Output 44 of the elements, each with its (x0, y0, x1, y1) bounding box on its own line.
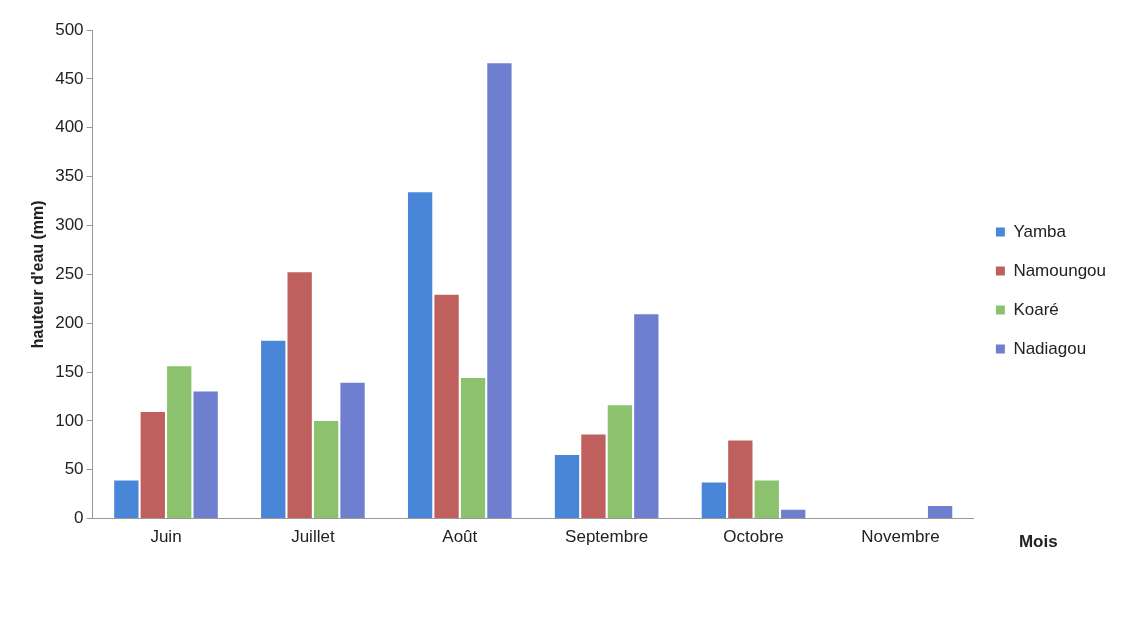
bar (193, 391, 218, 519)
bar (434, 294, 459, 519)
y-tick-label: 150 (55, 361, 84, 381)
x-tick-label: Août (442, 527, 478, 547)
bar (313, 420, 339, 519)
bar (701, 482, 727, 519)
x-tick-label: Novembre (861, 527, 940, 547)
x-tick-label: Octobre (723, 527, 784, 547)
legend-label: Koaré (1013, 299, 1059, 319)
y-tick-label: 300 (55, 215, 84, 235)
x-tick-label: Juillet (291, 527, 335, 547)
legend-label: Namoungou (1013, 260, 1106, 280)
bar (634, 314, 659, 519)
y-tick-label: 500 (55, 19, 84, 39)
bar (581, 434, 606, 519)
bar (487, 63, 512, 519)
bar (287, 272, 312, 519)
x-tick-label: Juin (150, 527, 182, 547)
bar (167, 366, 192, 519)
legend-label: Yamba (1013, 221, 1067, 241)
x-axis-title: Mois (1018, 532, 1058, 552)
bar (728, 440, 753, 519)
y-tick-label: 250 (55, 263, 84, 283)
bar (460, 377, 486, 519)
bar (340, 382, 365, 519)
bar (927, 505, 953, 519)
bar (607, 405, 633, 519)
y-axis-title: hauteur d'eau (mm) (29, 200, 47, 349)
legend-label: Nadiagou (1013, 338, 1087, 358)
bar (407, 192, 433, 519)
bar (114, 480, 139, 519)
y-tick-label: 350 (55, 166, 84, 186)
y-tick-label: 50 (64, 459, 84, 479)
y-tick-label: 200 (55, 312, 84, 332)
bar (754, 480, 779, 519)
y-tick-label: 450 (55, 68, 84, 88)
bar (554, 455, 580, 519)
y-tick-label: 400 (55, 117, 84, 137)
x-tick-label: Septembre (565, 527, 649, 547)
bar (261, 340, 286, 519)
y-tick-label: 100 (55, 410, 84, 430)
bar (140, 412, 165, 519)
y-tick-label: 0 (74, 508, 84, 528)
bar (781, 509, 806, 519)
